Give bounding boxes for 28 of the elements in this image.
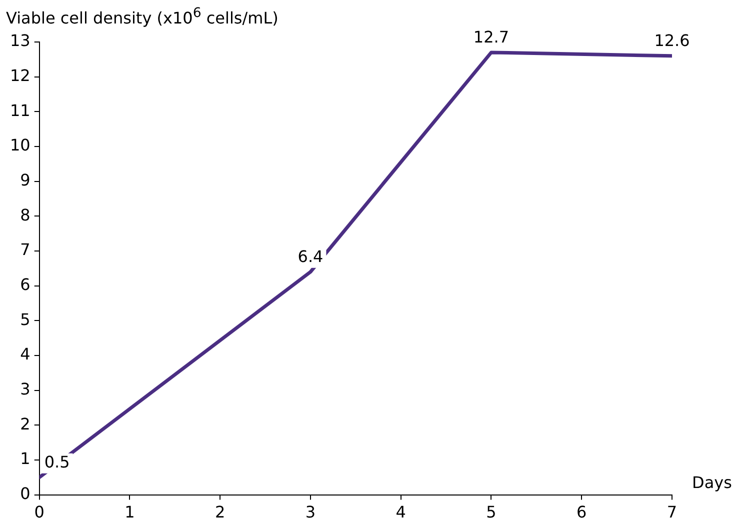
x-tick-label: 7: [666, 502, 678, 522]
x-tick-label: 3: [305, 502, 316, 522]
y-tick-label: 13: [10, 31, 30, 50]
data-label: 12.6: [654, 31, 690, 50]
y-tick-label: 3: [20, 379, 30, 398]
data-label: 0.5: [44, 452, 70, 472]
x-tick-label: 4: [396, 502, 406, 522]
y-tick-label: 7: [20, 240, 30, 260]
x-tick-label: 2: [215, 502, 226, 522]
y-tick-label: 0: [20, 484, 30, 503]
data-label: 6.4: [298, 247, 324, 266]
x-tick-label: 5: [486, 502, 496, 522]
y-axis-title: Viable cell density (x10$^{6}$ cells/mL): [6, 6, 278, 28]
y-tick-label: 10: [10, 136, 30, 155]
x-tick-label: 1: [124, 502, 135, 522]
y-tick-label: 2: [20, 414, 30, 434]
x-tick-label: 0: [34, 502, 44, 522]
y-tick-label: 9: [20, 170, 30, 190]
data-label: 12.7: [473, 28, 510, 47]
x-tick-label: 6: [576, 502, 587, 522]
y-tick-label: 4: [20, 344, 30, 364]
y-tick-label: 8: [20, 205, 30, 224]
y-tick-label: 5: [20, 310, 30, 329]
y-tick-label: 6: [20, 274, 30, 294]
x-axis-title: Days: [692, 472, 732, 492]
y-tick-label: 12: [10, 66, 30, 85]
y-tick-label: 11: [10, 100, 30, 120]
y-tick-label: 1: [20, 449, 30, 468]
